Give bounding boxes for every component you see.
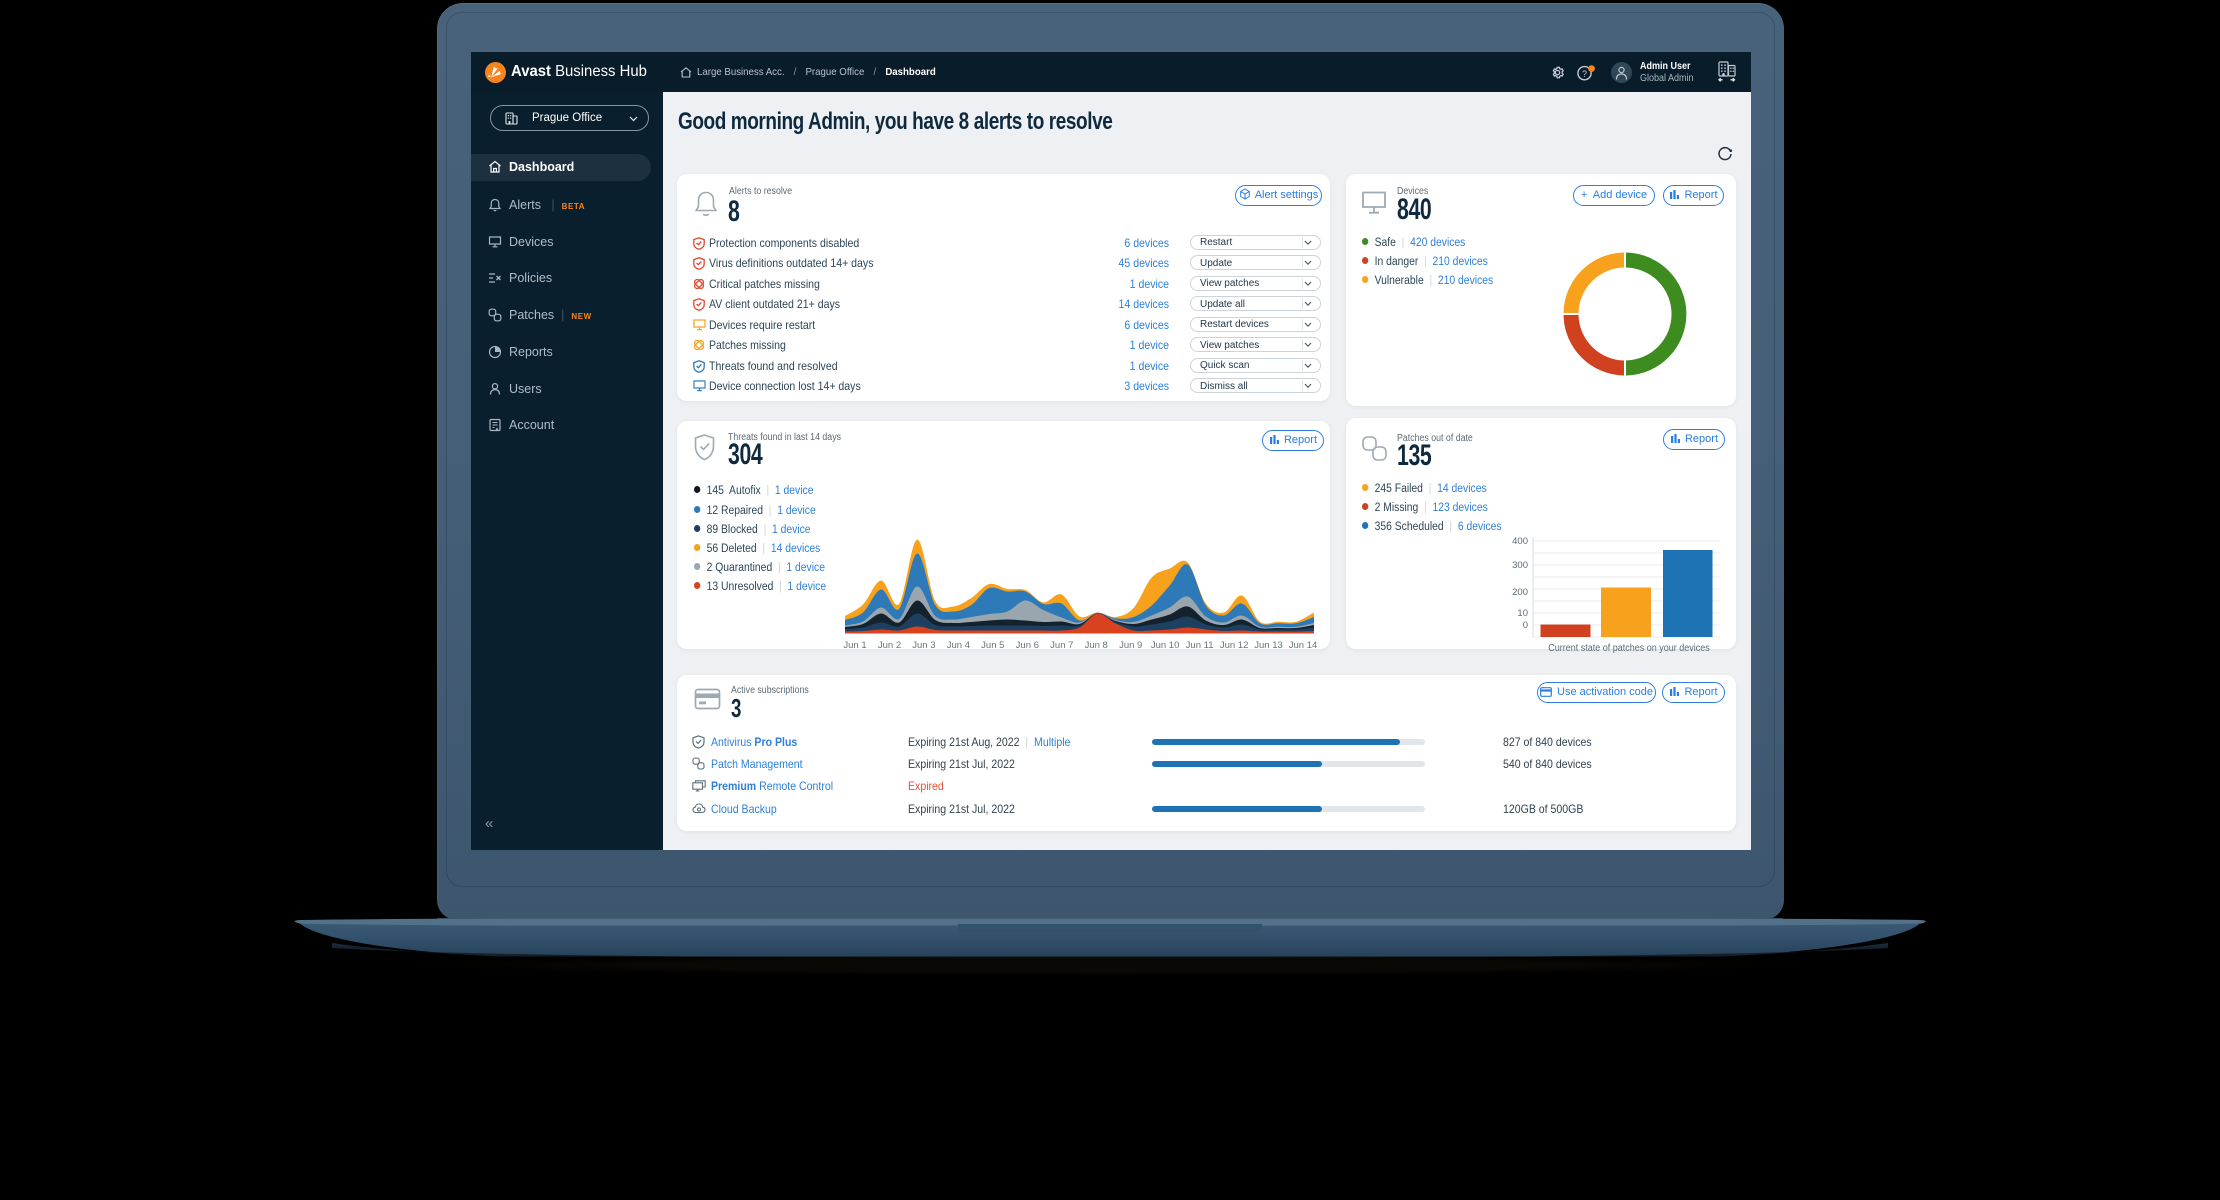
- svg-text:0: 0: [1523, 620, 1528, 631]
- svg-text:300: 300: [1512, 560, 1528, 571]
- svg-text:400: 400: [1512, 536, 1528, 547]
- svg-text:200: 200: [1512, 587, 1528, 598]
- svg-text:?: ?: [1582, 69, 1587, 79]
- svg-text:10: 10: [1517, 608, 1528, 619]
